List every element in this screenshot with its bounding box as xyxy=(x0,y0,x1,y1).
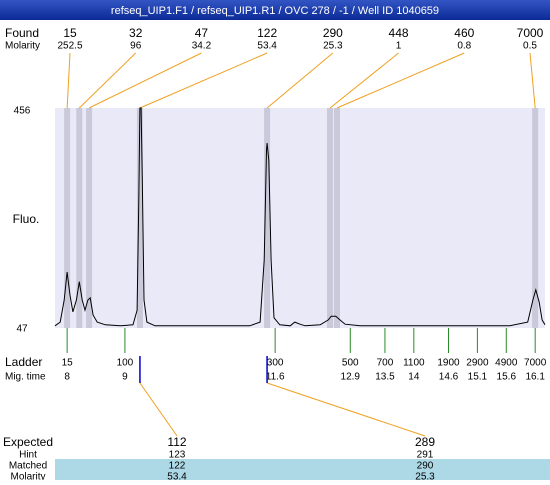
expected-value: 112 xyxy=(167,435,186,449)
ladder-time: 13.5 xyxy=(375,372,395,383)
found-size: 122 xyxy=(257,26,277,40)
ladder-size: 7000 xyxy=(524,358,547,369)
found-size: 290 xyxy=(323,26,343,40)
ladder-time: 8 xyxy=(64,372,70,383)
found-connector xyxy=(529,52,536,109)
found-connector xyxy=(139,52,268,109)
found-molarity: 53.4 xyxy=(257,41,277,52)
hint-label: Hint xyxy=(19,450,37,461)
ladder-time: 11.6 xyxy=(266,372,285,383)
found-peak-band xyxy=(327,108,334,328)
found-connector xyxy=(88,52,202,109)
ladder-time: 15.6 xyxy=(497,372,517,383)
plot-area xyxy=(55,108,545,328)
found-size: 7000 xyxy=(517,26,544,40)
found-peak-band xyxy=(136,108,143,328)
found-size: 47 xyxy=(195,26,209,40)
found-size: 460 xyxy=(454,26,474,40)
matched-band xyxy=(55,459,550,480)
ladder-size: 500 xyxy=(342,358,359,369)
ladder-time: 14 xyxy=(408,372,420,383)
found-connector xyxy=(336,52,465,109)
trace xyxy=(54,107,546,327)
found-molarity: 1 xyxy=(396,41,402,52)
ladder-label: Ladder xyxy=(5,355,42,369)
found-peak-band xyxy=(76,108,83,328)
y-axis-label: Fluo. xyxy=(13,212,40,226)
found-size: 15 xyxy=(63,26,77,40)
molarity-label: Molarity xyxy=(5,41,40,52)
found-peak-band xyxy=(86,108,93,328)
found-molarity: 34.2 xyxy=(192,41,212,52)
found-molarity: 0.8 xyxy=(457,41,471,52)
expected-molarity-label: Molarity xyxy=(10,472,45,480)
ladder-size: 1100 xyxy=(403,358,425,369)
y-tick-label: 456 xyxy=(14,106,31,117)
ladder-size: 4900 xyxy=(495,358,518,369)
expected-label: Expected xyxy=(3,435,53,449)
ladder-size: 2900 xyxy=(466,358,489,369)
found-peak-band xyxy=(532,108,539,328)
ladder-time: 9 xyxy=(122,372,128,383)
ladder-size: 1900 xyxy=(437,358,460,369)
ladder-size: 300 xyxy=(267,358,284,369)
matched-value: 290 xyxy=(417,461,434,472)
ladder-time: 12.9 xyxy=(341,372,361,383)
found-connector xyxy=(329,52,399,109)
ladder-time: 16.1 xyxy=(525,372,545,383)
matched-label: Matched xyxy=(9,461,47,472)
ladder-size: 700 xyxy=(377,358,394,369)
found-peak-band xyxy=(64,108,71,328)
expected-molarity: 25.3 xyxy=(415,472,435,480)
expected-value: 289 xyxy=(415,435,435,449)
found-peak-band xyxy=(333,108,340,328)
found-molarity: 96 xyxy=(130,41,142,52)
found-peak-band xyxy=(264,108,271,328)
expected-molarity: 53.4 xyxy=(167,472,187,480)
found-connector xyxy=(66,52,71,109)
mig-time-label: Mig. time xyxy=(5,372,46,383)
ladder-time: 15.1 xyxy=(468,372,488,383)
ladder-size: 100 xyxy=(117,358,134,369)
ladder-time: 14.6 xyxy=(439,372,459,383)
ladder-size: 15 xyxy=(62,358,74,369)
found-connector xyxy=(78,52,137,109)
found-connector xyxy=(266,52,334,109)
found-molarity: 0.5 xyxy=(523,41,537,52)
y-tick-label: 47 xyxy=(16,324,28,335)
found-molarity: 252.5 xyxy=(57,41,82,52)
expected-connector xyxy=(266,382,426,437)
hint-value: 123 xyxy=(169,450,186,461)
found-label: Found xyxy=(5,26,39,40)
matched-value: 122 xyxy=(169,461,186,472)
found-molarity: 25.3 xyxy=(323,41,343,52)
expected-connector xyxy=(139,382,178,437)
hint-value: 291 xyxy=(417,450,434,461)
title-bar xyxy=(0,0,550,20)
chart-title: refseq_UIP1.F1 / refseq_UIP1.R1 / OVC 27… xyxy=(111,5,439,17)
found-size: 32 xyxy=(129,26,143,40)
found-size: 448 xyxy=(389,26,409,40)
